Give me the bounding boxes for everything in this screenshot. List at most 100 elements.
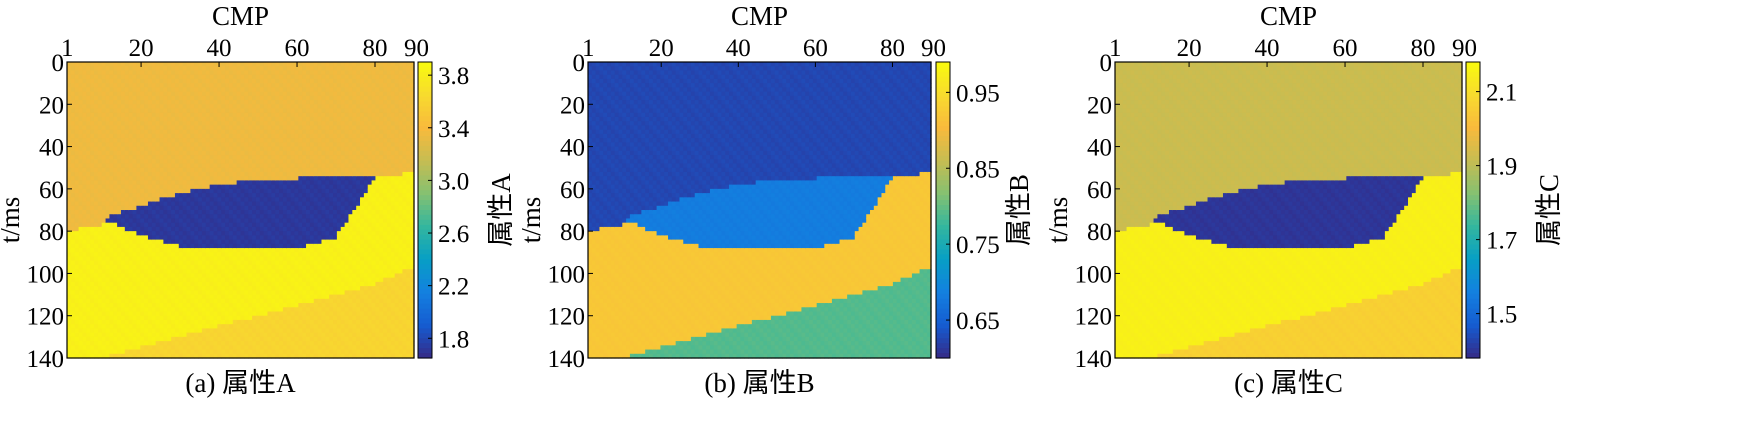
heatmap-cell bbox=[186, 222, 191, 228]
heatmap-cell bbox=[248, 210, 253, 215]
heatmap-cell bbox=[163, 133, 168, 139]
heatmap-cell bbox=[279, 184, 284, 190]
heatmap-cell bbox=[294, 197, 299, 203]
heatmap-cell bbox=[140, 294, 145, 300]
heatmap-cell bbox=[298, 129, 303, 135]
heatmap-cell bbox=[147, 155, 153, 160]
heatmap-cell bbox=[124, 133, 130, 139]
heatmap-cell bbox=[294, 104, 299, 110]
heatmap-cell bbox=[74, 171, 80, 177]
heatmap-cell bbox=[163, 62, 168, 67]
heatmap-cell bbox=[232, 146, 238, 152]
heatmap-cell bbox=[120, 201, 126, 207]
heatmap-cell bbox=[90, 74, 95, 80]
heatmap-cell bbox=[171, 167, 176, 173]
heatmap-cell bbox=[67, 315, 72, 321]
heatmap-cell bbox=[329, 121, 334, 127]
heatmap-cell bbox=[151, 112, 157, 118]
heatmap-cell bbox=[136, 298, 141, 304]
heatmap-cell bbox=[294, 155, 299, 160]
heatmap-cell bbox=[132, 277, 137, 283]
heatmap-cell bbox=[217, 74, 222, 80]
heatmap-cell bbox=[302, 163, 307, 169]
heatmap-cell bbox=[70, 66, 76, 72]
heatmap-cell bbox=[155, 353, 161, 359]
heatmap-cell bbox=[317, 138, 323, 143]
heatmap-cell bbox=[159, 201, 164, 207]
heatmap-cell bbox=[120, 294, 126, 300]
heatmap-cell bbox=[82, 205, 87, 211]
heatmap-cell bbox=[267, 264, 272, 270]
heatmap-cell bbox=[105, 133, 111, 139]
heatmap-cell bbox=[159, 349, 164, 355]
heatmap-cell bbox=[144, 353, 149, 359]
heatmap-cell bbox=[167, 142, 172, 148]
heatmap-cell bbox=[286, 256, 292, 262]
heatmap-cell bbox=[174, 104, 180, 110]
heatmap-cell bbox=[306, 142, 311, 148]
heatmap-cell bbox=[147, 116, 153, 122]
heatmap-cell bbox=[298, 108, 303, 114]
heatmap-cell bbox=[174, 146, 180, 152]
heatmap-cell bbox=[275, 294, 280, 300]
heatmap-cell bbox=[67, 138, 72, 143]
heatmap-cell bbox=[113, 121, 118, 127]
heatmap-cell bbox=[282, 235, 288, 241]
heatmap-cell bbox=[186, 328, 191, 334]
heatmap-cell bbox=[225, 146, 230, 152]
heatmap-cell bbox=[147, 129, 153, 135]
heatmap-cell bbox=[82, 104, 87, 110]
heatmap-cell bbox=[213, 210, 218, 215]
heatmap-cell bbox=[321, 349, 326, 355]
heatmap-cell bbox=[147, 184, 153, 190]
heatmap-cell bbox=[244, 163, 249, 169]
heatmap-cell bbox=[70, 222, 76, 228]
heatmap-cell bbox=[336, 353, 342, 359]
heatmap-cell bbox=[190, 248, 195, 253]
heatmap-cell bbox=[178, 277, 184, 283]
heatmap-cell bbox=[144, 231, 149, 236]
heatmap-cell bbox=[74, 235, 80, 241]
heatmap-cell bbox=[236, 353, 242, 359]
heatmap-cell bbox=[105, 252, 111, 258]
heatmap-cell bbox=[271, 315, 276, 321]
heatmap-cell bbox=[205, 286, 211, 291]
heatmap-cell bbox=[194, 155, 199, 160]
heatmap-cell bbox=[128, 129, 134, 135]
heatmap-cell bbox=[240, 159, 245, 165]
heatmap-cell bbox=[120, 83, 126, 88]
heatmap-cell bbox=[194, 277, 199, 283]
heatmap-cell bbox=[147, 210, 153, 215]
heatmap-cell bbox=[105, 243, 111, 249]
heatmap-cell bbox=[117, 188, 122, 194]
heatmap-cell bbox=[155, 303, 161, 308]
heatmap-cell bbox=[306, 226, 311, 232]
heatmap-cell bbox=[259, 100, 265, 105]
heatmap-cell bbox=[120, 252, 126, 258]
heatmap-cell bbox=[167, 121, 172, 127]
heatmap-cell bbox=[252, 341, 257, 346]
heatmap-cell bbox=[205, 74, 211, 80]
heatmap-cell bbox=[190, 129, 195, 135]
heatmap-cell bbox=[213, 95, 218, 101]
heatmap-cell bbox=[302, 138, 307, 143]
heatmap-cell bbox=[267, 243, 272, 249]
heatmap-cell bbox=[275, 188, 280, 194]
heatmap-cell bbox=[128, 264, 134, 270]
heatmap-cell bbox=[113, 315, 118, 321]
heatmap-cell bbox=[93, 222, 99, 228]
heatmap-cell bbox=[163, 176, 168, 181]
heatmap-cell bbox=[151, 188, 157, 194]
heatmap-cell bbox=[236, 332, 242, 338]
heatmap-cell bbox=[329, 146, 334, 152]
heatmap-cell bbox=[167, 298, 172, 304]
heatmap-cell bbox=[271, 336, 276, 342]
heatmap-cell bbox=[248, 214, 253, 220]
heatmap-cell bbox=[163, 142, 168, 148]
heatmap-cell bbox=[159, 256, 164, 262]
heatmap-cell bbox=[329, 243, 334, 249]
heatmap-cell bbox=[128, 239, 134, 245]
heatmap-cell bbox=[263, 269, 269, 275]
heatmap-cell bbox=[290, 176, 296, 181]
heatmap-cell bbox=[140, 303, 145, 308]
